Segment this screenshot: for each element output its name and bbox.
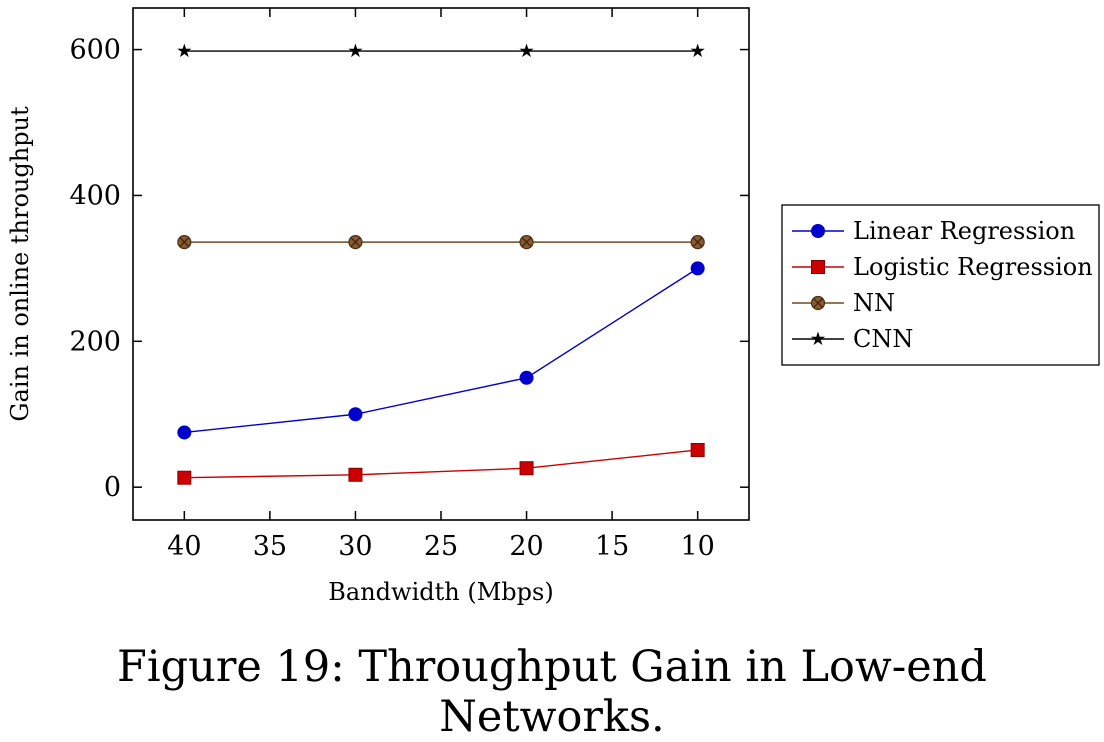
- x-tick-label: 30: [338, 531, 372, 562]
- series-line-linear-regression: [184, 267, 699, 434]
- marker-cross: [179, 237, 190, 247]
- x-tick-label: 25: [424, 531, 458, 562]
- data-point-cnn: [348, 43, 363, 58]
- plot-area: 40 35 30 25 20 15 10 0 200 400 600: [69, 7, 750, 562]
- marker-cross: [692, 237, 703, 247]
- x-tick-label: 20: [509, 531, 543, 562]
- x-tick-label: 40: [167, 531, 201, 562]
- plot-frame: [132, 7, 750, 521]
- x-axis-label: Bandwidth (Mbps): [328, 578, 553, 606]
- legend-label-nn: NN: [853, 289, 895, 317]
- legend-label-linear-regression: Linear Regression: [853, 217, 1075, 245]
- legend-marker-cnn: [810, 331, 826, 346]
- data-point-logistic-regression: [177, 470, 192, 485]
- legend-marker-linear-regression: [811, 224, 825, 238]
- marker-cross: [350, 237, 361, 247]
- y-tick-label: 600: [69, 35, 121, 66]
- y-tick-label: 200: [69, 326, 121, 357]
- data-point-nn: [177, 235, 192, 250]
- data-point-nn: [519, 235, 534, 250]
- data-point-nn: [348, 235, 363, 250]
- figure-caption: Figure 19: Throughput Gain in Low-end Ne…: [117, 642, 987, 742]
- marker-cross: [813, 298, 823, 308]
- x-tick-label: 35: [253, 531, 287, 562]
- x-tick-label: 15: [595, 531, 629, 562]
- series-line-logistic-regression: [184, 449, 698, 479]
- marker-cross: [521, 237, 532, 247]
- data-point-linear-regression: [177, 425, 192, 440]
- y-tick-label: 400: [69, 180, 121, 211]
- legend: Linear Regression Logistic Regression NN CN…: [781, 204, 1100, 366]
- data-point-linear-regression: [519, 370, 534, 385]
- data-point-logistic-regression: [519, 461, 534, 476]
- data-point-linear-regression: [348, 407, 363, 422]
- legend-label-logistic-regression: Logistic Regression: [853, 253, 1093, 281]
- data-point-nn: [690, 235, 705, 250]
- data-point-cnn: [690, 43, 705, 58]
- legend-marker-nn: [810, 295, 826, 311]
- y-tick-label: 0: [104, 472, 121, 503]
- data-point-cnn: [177, 43, 192, 58]
- y-axis-label: Gain in online throughput: [6, 106, 34, 422]
- data-point-linear-regression: [690, 261, 705, 276]
- line-chart: 40 35 30 25 20 15 10 0 200 400 600 Bandwidth (Mbps…: [6, 7, 1100, 606]
- legend-label-cnn: CNN: [853, 325, 913, 353]
- x-tick-label: 10: [680, 531, 714, 562]
- data-point-cnn: [519, 43, 534, 58]
- legend-marker-logistic-regression: [811, 260, 825, 274]
- data-point-logistic-regression: [690, 442, 705, 457]
- data-point-logistic-regression: [348, 467, 363, 482]
